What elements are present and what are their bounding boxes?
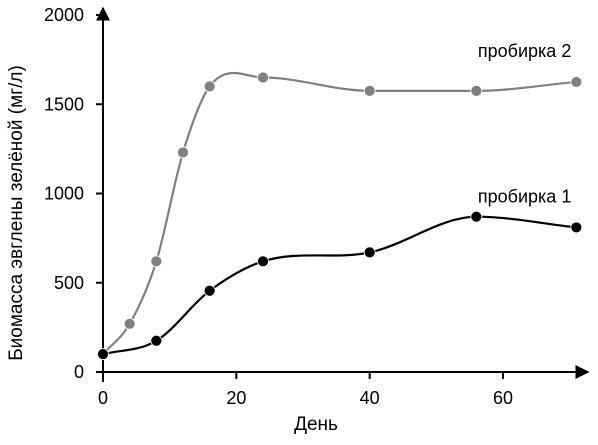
data-point [150, 334, 163, 347]
y-tick-label: 1500 [44, 94, 84, 114]
data-point [257, 71, 269, 84]
x-tick-label: 40 [360, 388, 380, 408]
data-point [363, 84, 376, 97]
series-label: пробирка 1 [478, 186, 571, 206]
data-point [570, 76, 583, 88]
y-tick-label: 2000 [44, 5, 84, 25]
series-line [102, 215, 577, 356]
data-point [177, 146, 189, 159]
data-point [123, 317, 136, 330]
data-point [97, 348, 109, 361]
x-tick-label: 0 [98, 388, 108, 408]
data-point [570, 221, 583, 234]
data-point [363, 246, 376, 259]
x-axis-title: День [294, 414, 338, 435]
series-label: пробирка 2 [478, 41, 571, 61]
y-axis-title: Биомасса эвглены зелёной (мг/л) [6, 65, 27, 361]
data-point [257, 255, 269, 268]
y-tick-label: 0 [74, 362, 84, 382]
data-point [150, 255, 163, 268]
data-point [470, 210, 483, 223]
data-point [470, 84, 483, 97]
data-point [203, 284, 216, 297]
data-point [203, 80, 216, 93]
series-line [102, 71, 577, 355]
x-tick-label: 20 [226, 388, 246, 408]
x-tick-label: 60 [493, 388, 513, 408]
y-tick-label: 500 [54, 273, 84, 293]
y-tick-label: 1000 [44, 184, 84, 204]
